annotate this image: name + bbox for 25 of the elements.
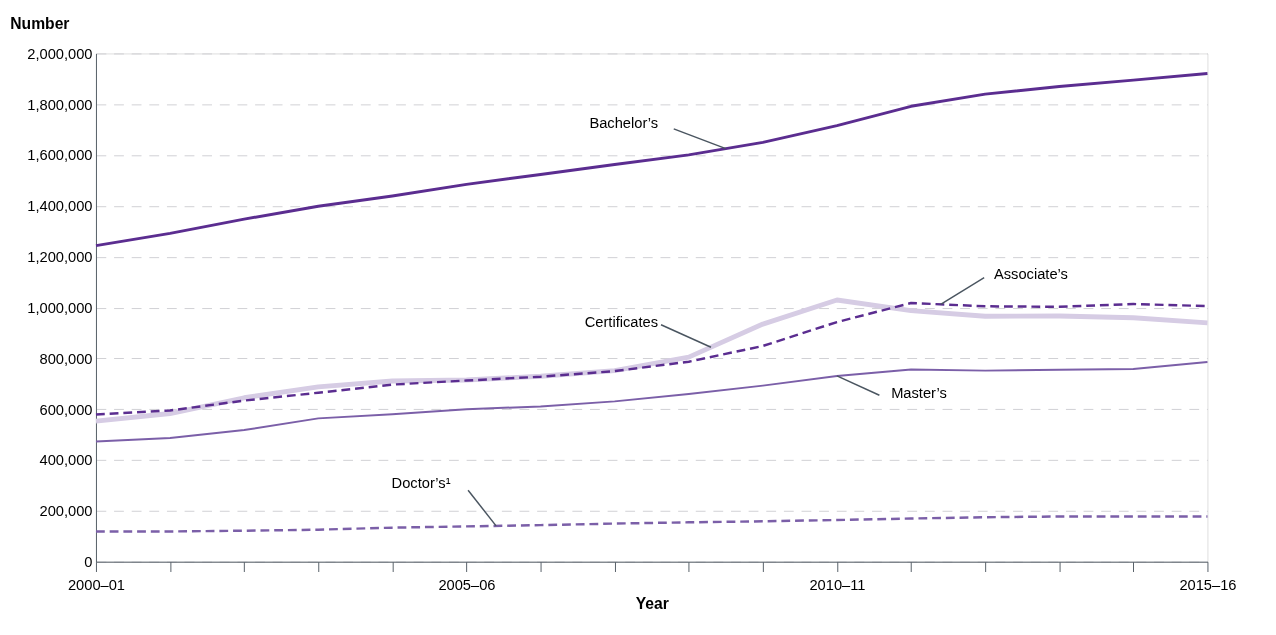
text: Certificates [584, 313, 659, 330]
y-tick-label: 800,000 [39, 350, 93, 367]
x-tick-label: 2005–06 [438, 576, 496, 593]
y-axis-title: Number [10, 15, 70, 33]
line-series [94, 72, 1209, 248]
line-series [94, 360, 1209, 443]
y-tick-label: 1,400,000 [27, 198, 93, 215]
series-label: Associate’s [993, 265, 1068, 282]
y-tick-label: 600,000 [39, 401, 93, 418]
x-tick-label: 2015–16 [1179, 576, 1237, 593]
y-tick-label: 1,800,000 [27, 96, 93, 113]
y-tick-label: 200,000 [39, 503, 93, 520]
y-tick-label: 1,600,000 [27, 147, 93, 164]
y-tick-label: 1,000,000 [27, 299, 93, 316]
series-label: Master’s [891, 385, 947, 402]
x-tick-label: 2010–11 [809, 576, 866, 593]
text: Doctor’s¹ [391, 475, 451, 492]
x-tick-label: 2000–01 [67, 576, 126, 593]
y-tick-label: 1,200,000 [27, 249, 93, 266]
x-axis-title: Year [635, 595, 669, 613]
y-tick-label: 400,000 [39, 452, 93, 469]
y-tick-label: 0 [84, 554, 93, 571]
y-tick-label: 2,000,000 [27, 45, 93, 62]
line-series [94, 515, 1209, 533]
series-label: Bachelor’s [589, 114, 659, 131]
